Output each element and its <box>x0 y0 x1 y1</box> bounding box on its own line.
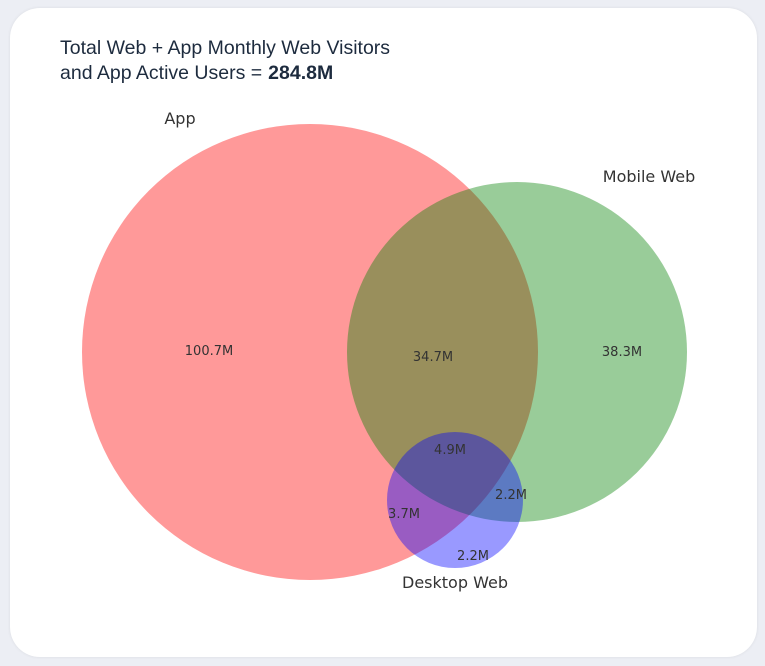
region-label-mobile-only: 38.3M <box>602 345 642 360</box>
title-line-2: and App Active Users = <box>60 62 263 84</box>
circle-mobile-web <box>347 182 687 522</box>
set-label-app: App <box>164 109 195 128</box>
total-value: 284.8M <box>268 62 334 84</box>
chart-card: Total Web + App Monthly Web Visitors and… <box>10 8 757 657</box>
set-label-desktop-web: Desktop Web <box>402 573 508 592</box>
region-label-app-mobile: 34.7M <box>413 350 453 365</box>
region-label-all: 4.9M <box>434 443 466 458</box>
circle-desktop-web <box>387 432 523 568</box>
region-label-desktop-only: 2.2M <box>457 549 489 564</box>
chart-title: Total Web + App Monthly Web Visitors and… <box>60 36 390 86</box>
region-label-app-desktop: 3.7M <box>388 507 420 522</box>
title-line-1: Total Web + App Monthly Web Visitors <box>60 37 391 59</box>
set-label-mobile-web: Mobile Web <box>603 167 695 186</box>
region-label-app-only: 100.7M <box>185 344 233 359</box>
circle-app <box>82 124 538 580</box>
region-label-mobile-desktop: 2.2M <box>495 488 527 503</box>
